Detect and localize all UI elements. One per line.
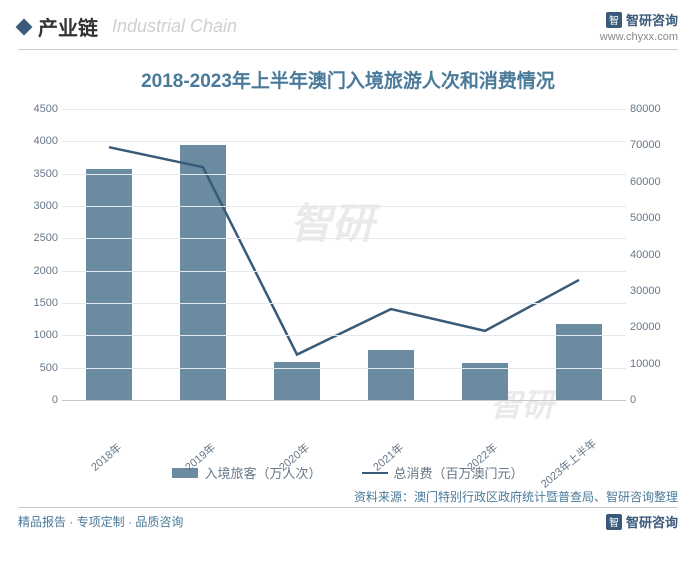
grid-line xyxy=(62,335,626,336)
grid-line xyxy=(62,238,626,239)
grid-line xyxy=(62,174,626,175)
grid-line xyxy=(62,141,626,142)
grid-line xyxy=(62,368,626,369)
y-left-tick: 500 xyxy=(18,362,58,374)
grid-line xyxy=(62,271,626,272)
y-left-tick: 3000 xyxy=(18,200,58,212)
header: 产业链 Industrial Chain 智 智研咨询 www.chyxx.co… xyxy=(0,0,696,49)
y-left-tick: 4000 xyxy=(18,135,58,147)
chart: 2018年2019年2020年2021年2022年2023年上半年 050010… xyxy=(18,101,678,461)
y-left-tick: 1000 xyxy=(18,329,58,341)
line-layer xyxy=(62,109,626,400)
y-right-tick: 70000 xyxy=(630,139,678,151)
y-left-tick: 2500 xyxy=(18,232,58,244)
y-right-tick: 40000 xyxy=(630,249,678,261)
section-label-en: Industrial Chain xyxy=(112,16,237,37)
footer-logo: 智 智研咨询 xyxy=(606,512,678,531)
grid-line xyxy=(62,206,626,207)
y-left-tick: 0 xyxy=(18,394,58,406)
y-right-tick: 30000 xyxy=(630,285,678,297)
y-left-tick: 2000 xyxy=(18,265,58,277)
chart-title: 2018-2023年上半年澳门入境旅游人次和消费情况 xyxy=(0,50,696,101)
y-right-tick: 0 xyxy=(630,394,678,406)
y-right-tick: 80000 xyxy=(630,103,678,115)
legend-line-label: 总消费（百万澳门元） xyxy=(394,463,524,482)
logo-icon: 智 xyxy=(606,12,622,28)
footer-tagline: 精品报告 · 专项定制 · 品质咨询 xyxy=(18,513,183,530)
legend-line-swatch xyxy=(362,472,388,474)
section-label: 产业链 xyxy=(38,12,98,41)
header-left: 产业链 Industrial Chain xyxy=(18,12,237,41)
grid-line xyxy=(62,303,626,304)
diamond-icon xyxy=(16,18,33,35)
y-left-tick: 4500 xyxy=(18,103,58,115)
logo-text: 智研咨询 xyxy=(626,10,678,29)
legend-bar-label: 入境旅客（万人次） xyxy=(204,463,321,482)
line-series xyxy=(109,147,579,354)
footer-logo-text: 智研咨询 xyxy=(626,512,678,531)
logo-icon: 智 xyxy=(606,514,622,530)
y-left-tick: 1500 xyxy=(18,297,58,309)
grid-line xyxy=(62,109,626,110)
plot-area: 2018年2019年2020年2021年2022年2023年上半年 050010… xyxy=(62,109,626,401)
source-text: 资料来源：澳门特别行政区政府统计暨普查局、智研咨询整理 xyxy=(0,482,696,507)
footer: 精品报告 · 专项定制 · 品质咨询 智 智研咨询 xyxy=(0,508,696,537)
y-right-tick: 50000 xyxy=(630,212,678,224)
y-right-tick: 10000 xyxy=(630,358,678,370)
y-right-tick: 20000 xyxy=(630,321,678,333)
header-right: 智 智研咨询 www.chyxx.com xyxy=(600,10,678,43)
y-left-tick: 3500 xyxy=(18,168,58,180)
y-right-tick: 60000 xyxy=(630,176,678,188)
logo-url: www.chyxx.com xyxy=(600,31,678,43)
